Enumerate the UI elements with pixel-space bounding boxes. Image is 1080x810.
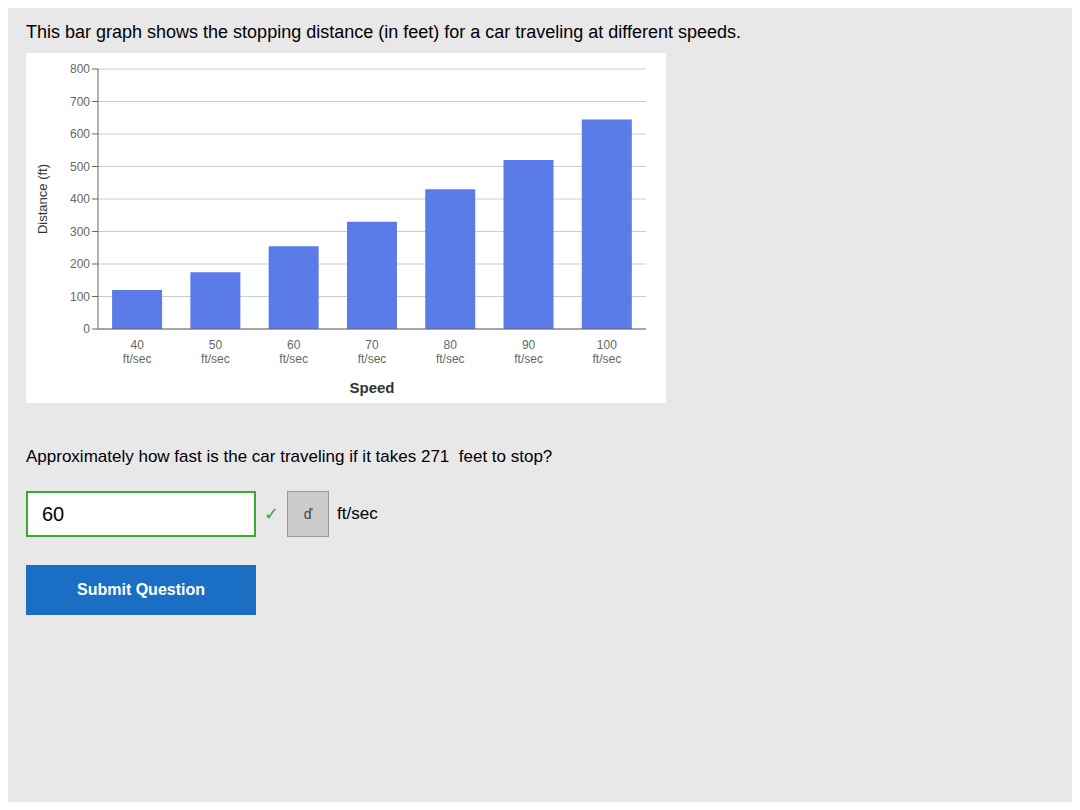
svg-text:70ft/sec: 70ft/sec bbox=[358, 338, 387, 366]
svg-text:100: 100 bbox=[70, 290, 90, 304]
svg-text:600: 600 bbox=[70, 127, 90, 141]
svg-text:100ft/sec: 100ft/sec bbox=[593, 338, 622, 366]
svg-text:800: 800 bbox=[70, 62, 90, 76]
html-text:Approximately how fast is the: Approximately how fast is the car travel… bbox=[26, 447, 553, 466]
svg-text:300: 300 bbox=[70, 225, 90, 239]
svg-text:200: 200 bbox=[70, 257, 90, 271]
svg-text:80ft/sec: 80ft/sec bbox=[436, 338, 465, 366]
svg-text:Distance (ft): Distance (ft) bbox=[35, 164, 50, 234]
svg-text:50ft/sec: 50ft/sec bbox=[201, 338, 230, 366]
svg-text:60ft/sec: 60ft/sec bbox=[279, 338, 308, 366]
svg-text:40ft/sec: 40ft/sec bbox=[123, 338, 152, 366]
html-text:ft/sec: ft/sec bbox=[337, 504, 378, 523]
svg-text:Speed: Speed bbox=[349, 379, 394, 396]
svg-text:90ft/sec: 90ft/sec bbox=[514, 338, 543, 366]
svg-text:700: 700 bbox=[70, 95, 90, 109]
svg-text:500: 500 bbox=[70, 160, 90, 174]
svg-text:400: 400 bbox=[70, 192, 90, 206]
html-text:This bar graph shows the stopp: This bar graph shows the stopping distan… bbox=[26, 22, 742, 42]
html-text:Submit Question: Submit Question bbox=[77, 581, 205, 598]
svg-text:0: 0 bbox=[83, 322, 90, 336]
html-text:ď: ď bbox=[303, 506, 313, 522]
html-text:60: 60 bbox=[42, 502, 65, 525]
